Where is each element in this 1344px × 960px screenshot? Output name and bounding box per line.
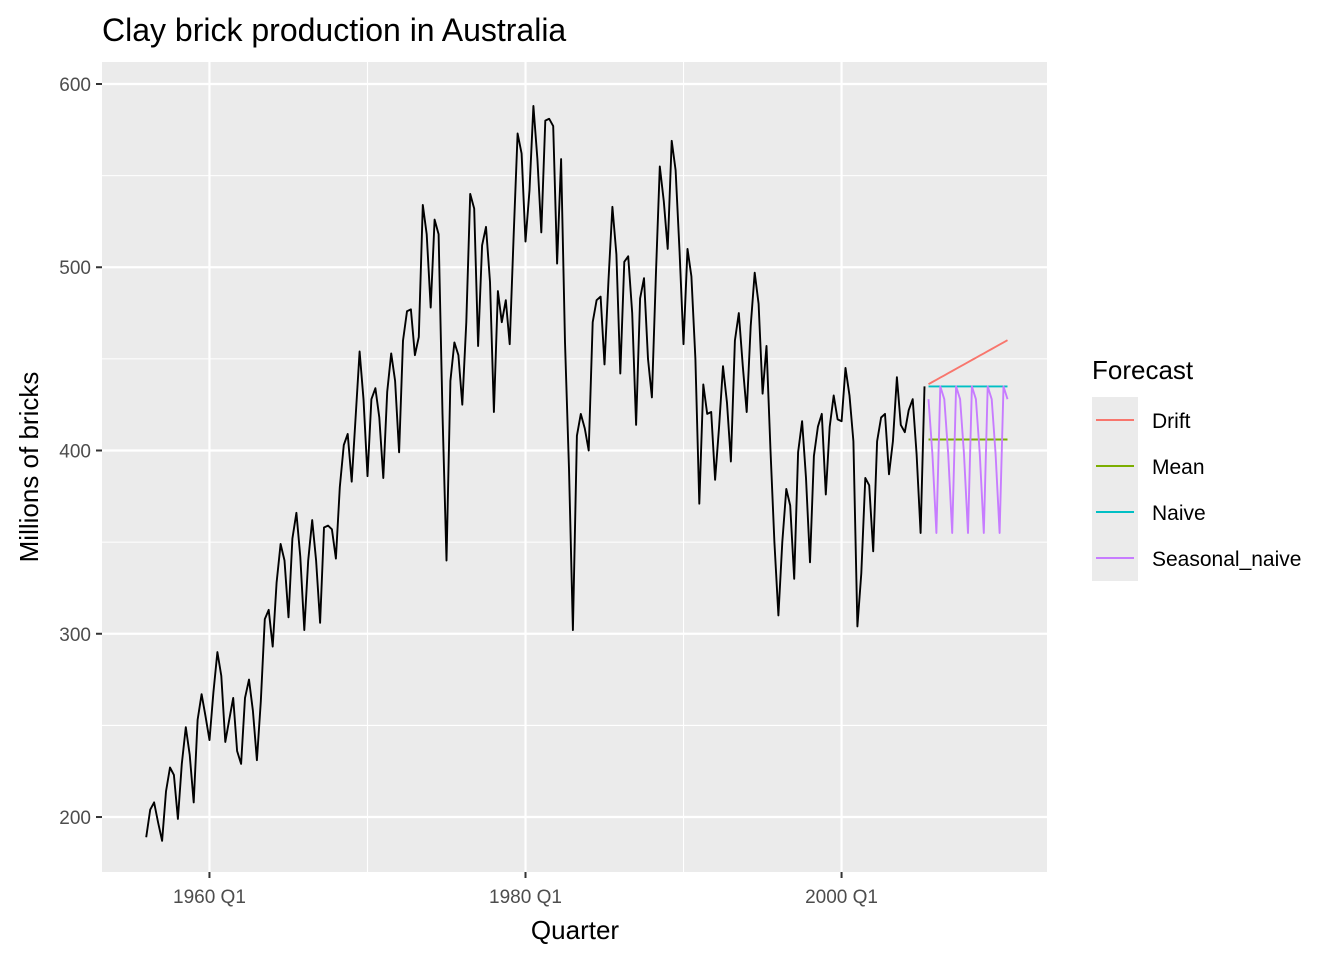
legend-entry-mean: Mean (1092, 443, 1205, 489)
y-axis-title: Millions of bricks (14, 372, 44, 563)
legend-label: Drift (1152, 410, 1191, 433)
legend-label: Naive (1152, 502, 1206, 525)
legend-entry-seasonal-naive: Seasonal_naive (1092, 535, 1301, 581)
chart-title: Clay brick production in Australia (102, 12, 566, 48)
legend-entry-drift: Drift (1092, 397, 1191, 443)
legend-entry-naive: Naive (1092, 489, 1206, 535)
major-gridlines (102, 62, 1047, 872)
legend-label: Seasonal_naive (1152, 548, 1301, 571)
history-line (145, 105, 926, 842)
y-tick-label: 300 (59, 625, 91, 646)
y-tick-label: 200 (59, 808, 91, 829)
legend: Forecast Drift Mean Naive Seasonal_naive (1092, 355, 1301, 581)
plot-panel (102, 62, 1047, 872)
legend-title: Forecast (1092, 355, 1194, 385)
y-tick-label: 500 (59, 258, 91, 279)
x-tick-label: 1980 Q1 (489, 887, 562, 908)
y-axis: 200 300 400 500 600 (59, 75, 102, 829)
series-layer (145, 105, 1009, 842)
legend-label: Mean (1152, 456, 1205, 479)
x-axis: 1960 Q1 1980 Q1 2000 Q1 (173, 872, 878, 908)
x-axis-title: Quarter (531, 915, 619, 945)
forecast-line-drift (928, 339, 1008, 386)
y-tick-label: 600 (59, 75, 91, 96)
forecast-line-seasonal-naive (927, 385, 1009, 534)
x-tick-label: 1960 Q1 (173, 887, 246, 908)
y-tick-label: 400 (59, 442, 91, 463)
x-tick-label: 2000 Q1 (805, 887, 878, 908)
